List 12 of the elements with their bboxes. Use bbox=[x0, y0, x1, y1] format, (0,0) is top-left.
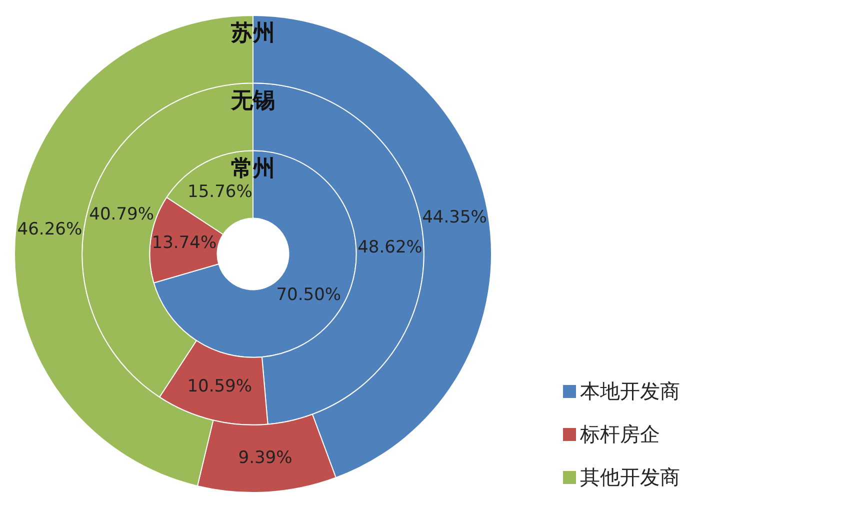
legend-label: 其他开发商 bbox=[580, 464, 680, 491]
data-label: 40.79% bbox=[89, 204, 154, 224]
legend-label: 标杆房企 bbox=[580, 421, 660, 448]
data-label: 15.76% bbox=[188, 182, 252, 202]
data-label: 48.62% bbox=[358, 237, 422, 258]
data-label: 9.39% bbox=[238, 448, 292, 468]
data-label: 70.50% bbox=[276, 285, 342, 306]
data-label: 44.35% bbox=[422, 207, 487, 228]
legend-label: 本地开发商 bbox=[580, 378, 680, 405]
data-label: 10.59% bbox=[187, 376, 252, 396]
data-label: 46.26% bbox=[17, 219, 82, 240]
data-label: 13.74% bbox=[152, 233, 217, 254]
